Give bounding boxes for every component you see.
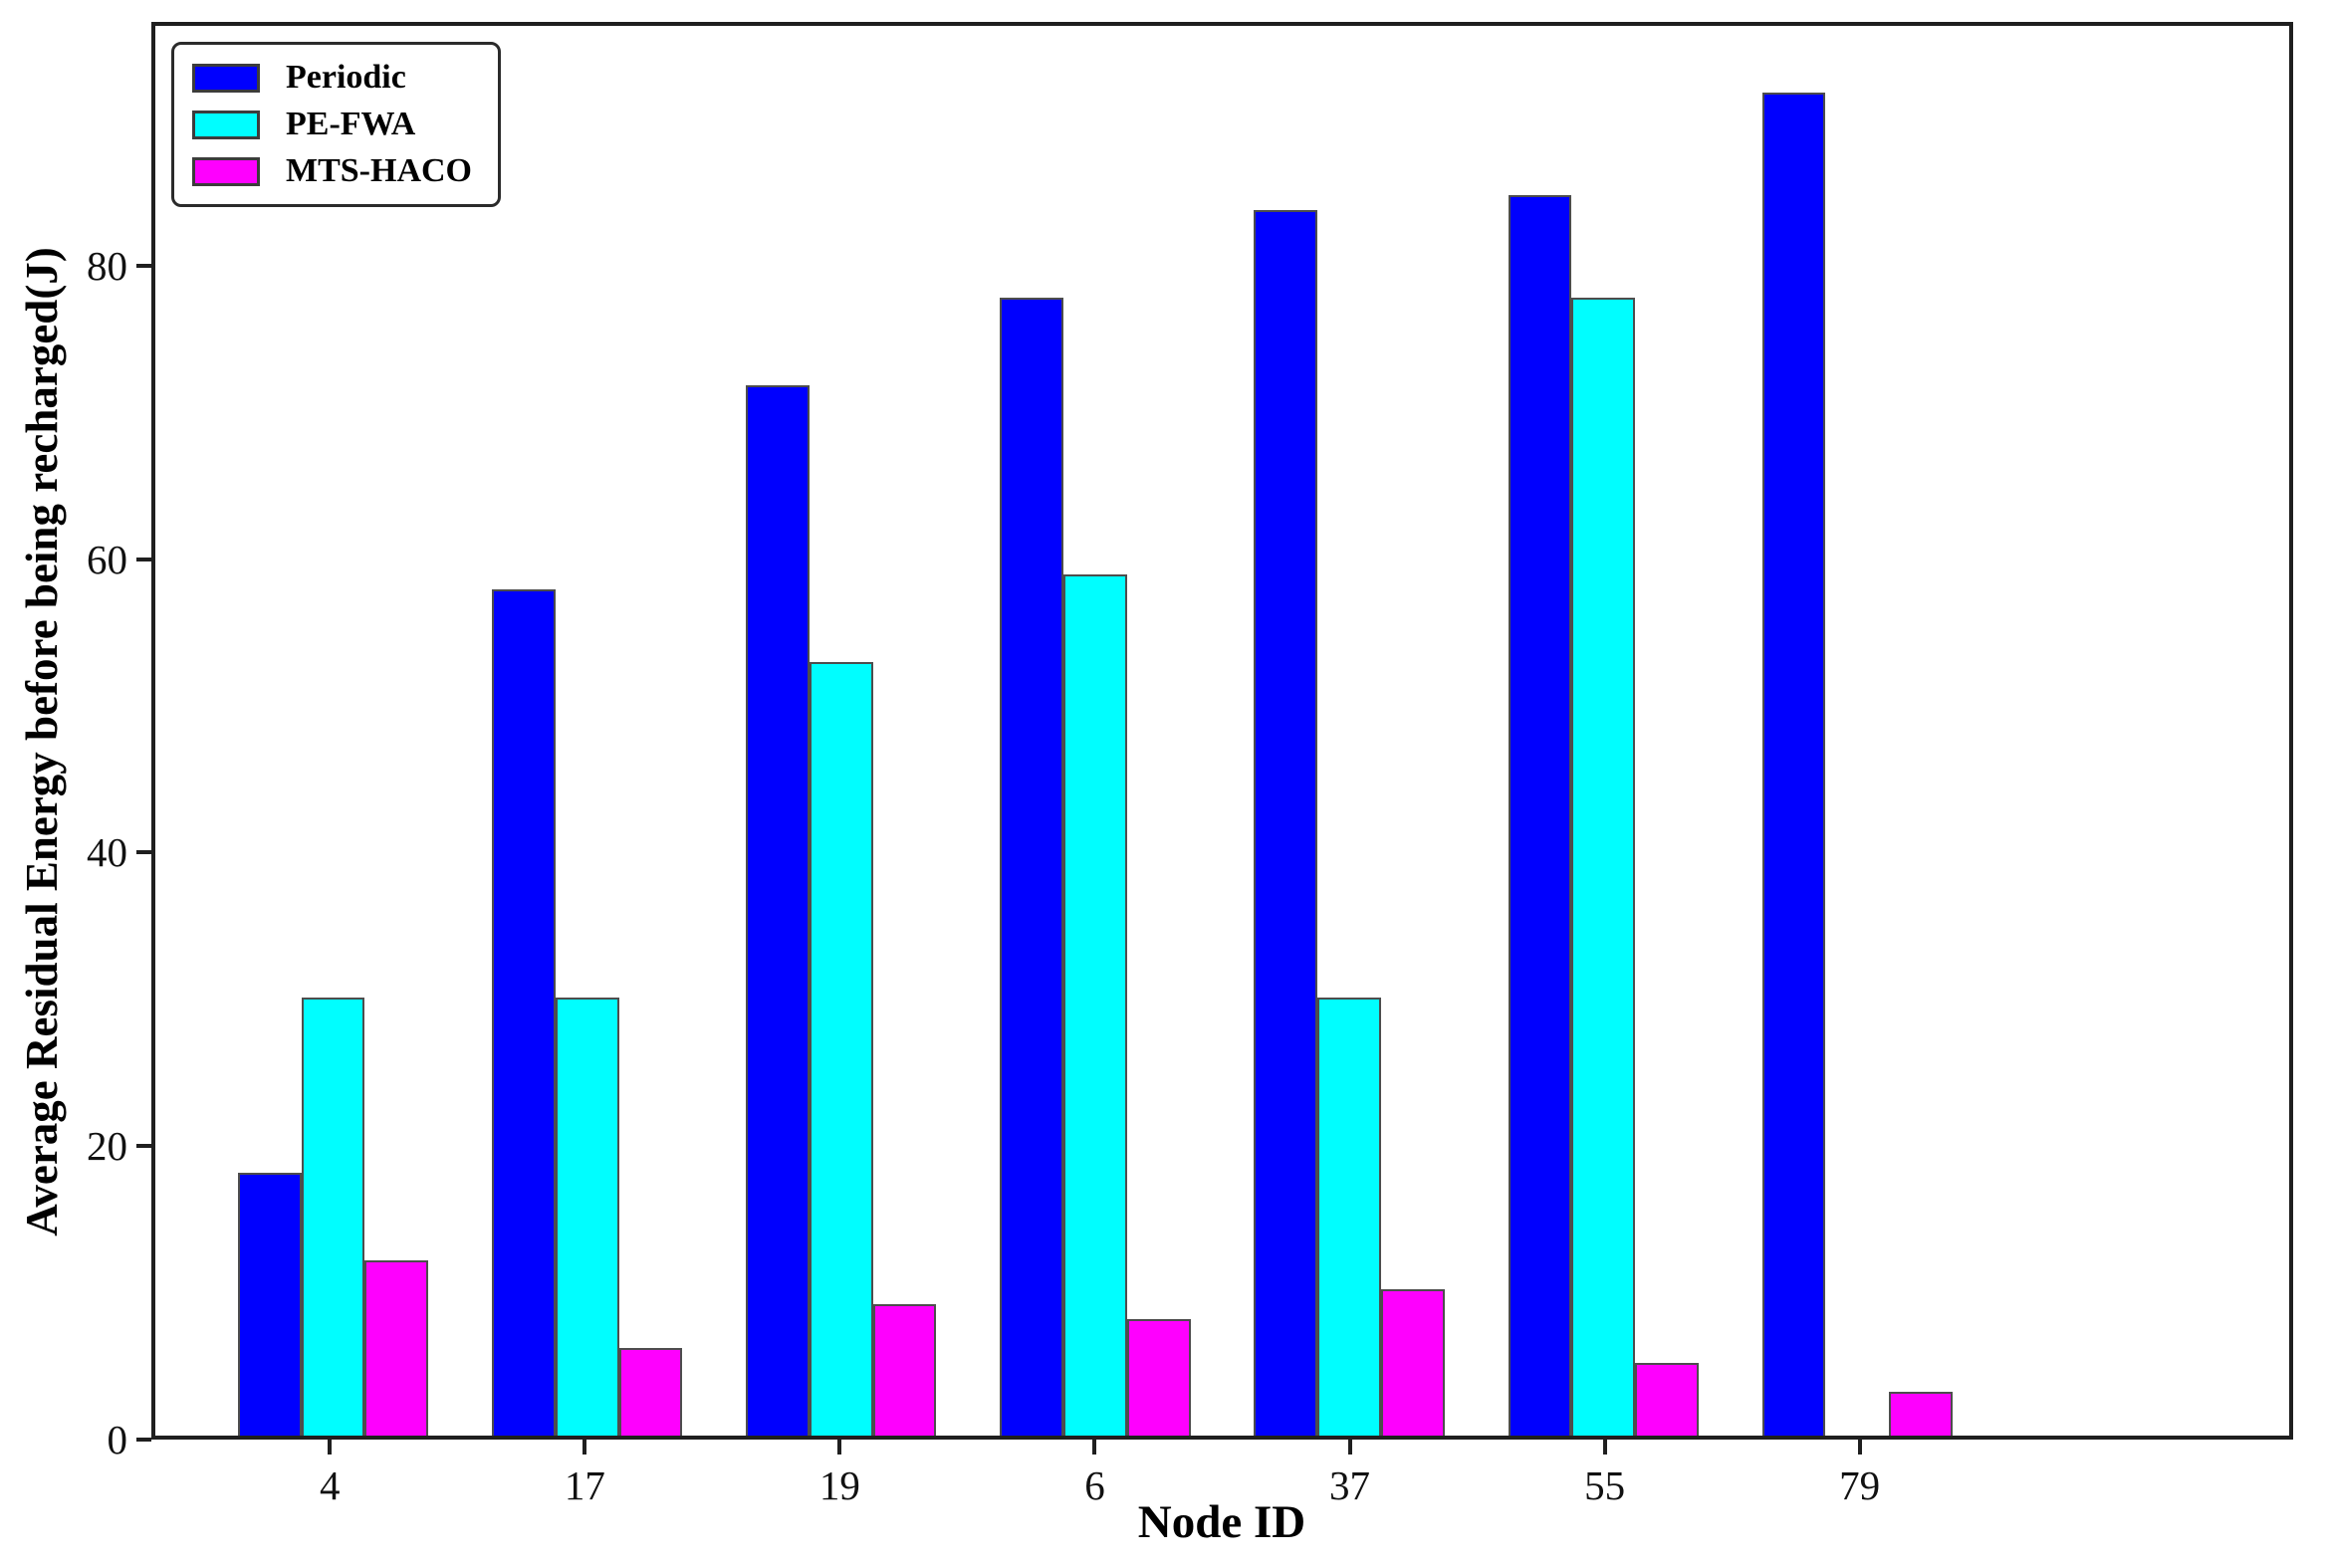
- x-tickmark: [1857, 1440, 1862, 1455]
- plot-area: Periodic PE-FWA MTS-HACO: [151, 22, 2293, 1440]
- y-tick-label: 40: [87, 829, 127, 876]
- x-tick-label-node-19: 19: [818, 1462, 860, 1508]
- bar-periodic-node-17: [492, 588, 556, 1436]
- legend-row-mts-haco: MTS-HACO: [192, 154, 472, 188]
- bar-mts-haco-node-6: [1126, 1318, 1191, 1436]
- bar-pe-fwa-node-37: [1317, 998, 1381, 1436]
- bar-pe-fwa-node-6: [1063, 574, 1127, 1436]
- x-tickmark: [1602, 1440, 1607, 1455]
- bar-pe-fwa-node-55: [1571, 297, 1636, 1436]
- x-tick-label-node-79: 79: [1839, 1462, 1881, 1508]
- x-tickmark: [1092, 1440, 1097, 1455]
- y-tick-label: 20: [87, 1123, 127, 1170]
- bar-periodic-node-79: [1761, 93, 1826, 1436]
- x-tick-label-node-55: 55: [1584, 1462, 1626, 1508]
- legend-row-pe-fwa: PE-FWA: [192, 108, 472, 141]
- bar-mts-haco-node-17: [618, 1348, 683, 1436]
- y-tickmark: [136, 557, 151, 561]
- bar-pe-fwa-node-4: [301, 998, 365, 1436]
- x-axis-label: Node ID: [1137, 1496, 1306, 1548]
- bar-mts-haco-node-19: [872, 1304, 937, 1436]
- x-tickmark: [837, 1440, 842, 1455]
- y-axis-label: Average Residual Energy before being rec…: [17, 247, 67, 1236]
- bar-periodic-node-6: [1000, 297, 1064, 1436]
- x-tickmark: [328, 1440, 333, 1455]
- legend-label: MTS-HACO: [286, 152, 472, 189]
- bar-pe-fwa-node-17: [555, 998, 619, 1436]
- y-tick-label: 80: [87, 242, 127, 289]
- x-tick-label-node-6: 6: [1084, 1462, 1105, 1508]
- bar-pe-fwa-node-19: [809, 662, 873, 1436]
- legend-label: Periodic: [286, 59, 406, 96]
- bar-mts-haco-node-37: [1380, 1289, 1445, 1436]
- x-tickmark: [582, 1440, 587, 1455]
- y-tickmark: [136, 1438, 151, 1442]
- bar-periodic-node-4: [237, 1173, 302, 1436]
- bar-periodic-node-37: [1254, 209, 1318, 1436]
- x-tick-label-node-37: 37: [1329, 1462, 1371, 1508]
- legend-swatch-icon: [192, 156, 260, 186]
- y-tickmark: [136, 850, 151, 855]
- y-tickmark: [136, 1144, 151, 1149]
- bar-mts-haco-node-79: [1889, 1392, 1953, 1436]
- legend-swatch-icon: [192, 110, 260, 139]
- legend-row-periodic: Periodic: [192, 61, 472, 95]
- x-tickmark: [1347, 1440, 1352, 1455]
- legend-swatch-icon: [192, 63, 260, 93]
- x-tick-label-node-17: 17: [564, 1462, 605, 1508]
- y-tick-label: 0: [107, 1417, 128, 1462]
- bar-mts-haco-node-55: [1635, 1362, 1699, 1436]
- legend: Periodic PE-FWA MTS-HACO: [171, 42, 501, 207]
- y-tickmark: [136, 263, 151, 268]
- legend-label: PE-FWA: [286, 106, 416, 142]
- bar-periodic-node-19: [746, 384, 810, 1436]
- bar-periodic-node-55: [1508, 195, 1572, 1436]
- x-tick-label-node-4: 4: [320, 1462, 341, 1508]
- y-tick-label: 60: [87, 536, 127, 582]
- bar-mts-haco-node-4: [364, 1260, 429, 1436]
